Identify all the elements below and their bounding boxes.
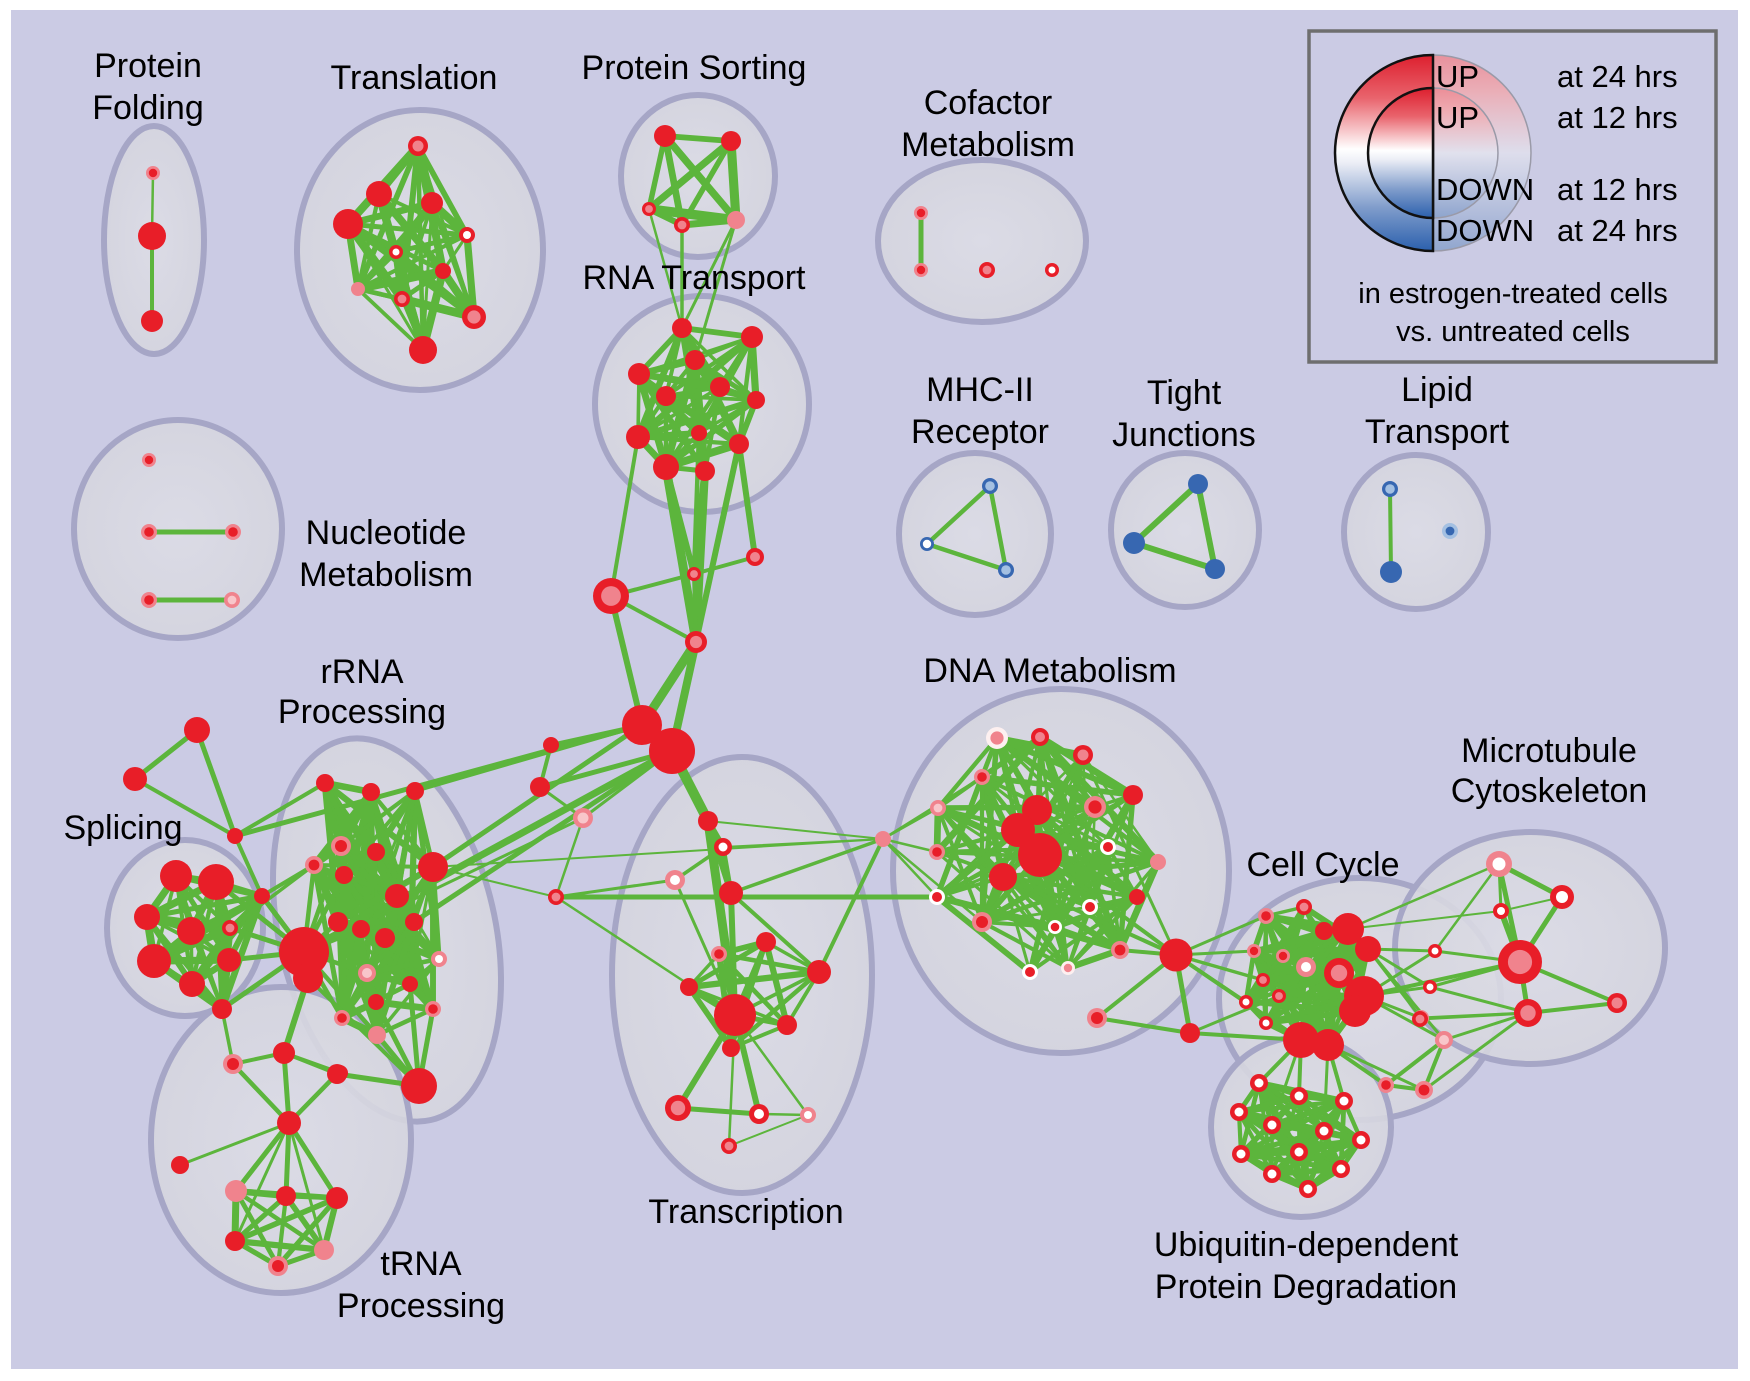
svg-text:tRNA: tRNA (380, 1245, 462, 1283)
svg-text:at 12 hrs: at 12 hrs (1557, 172, 1678, 207)
svg-text:Receptor: Receptor (911, 413, 1049, 451)
svg-text:Transport: Transport (1365, 413, 1510, 451)
svg-text:Junctions: Junctions (1112, 416, 1256, 454)
svg-text:Metabolism: Metabolism (901, 126, 1075, 164)
svg-text:Tight: Tight (1147, 374, 1222, 412)
svg-text:Transcription: Transcription (648, 1193, 843, 1231)
svg-text:DNA Metabolism: DNA Metabolism (923, 652, 1176, 690)
svg-text:UP: UP (1436, 59, 1479, 94)
svg-text:Nucleotide: Nucleotide (306, 514, 467, 552)
svg-text:MHC-II: MHC-II (926, 371, 1034, 409)
svg-text:Processing: Processing (337, 1287, 505, 1325)
svg-text:in estrogen-treated cells: in estrogen-treated cells (1358, 278, 1668, 310)
svg-text:Cell Cycle: Cell Cycle (1246, 846, 1399, 884)
svg-text:Protein Sorting: Protein Sorting (582, 49, 807, 87)
svg-text:Microtubule: Microtubule (1461, 732, 1637, 770)
svg-text:at 24 hrs: at 24 hrs (1557, 213, 1678, 248)
svg-text:Folding: Folding (92, 89, 204, 127)
svg-text:Lipid: Lipid (1401, 371, 1473, 409)
svg-text:at 12 hrs: at 12 hrs (1557, 100, 1678, 135)
svg-text:DOWN: DOWN (1436, 213, 1534, 248)
svg-text:Protein Degradation: Protein Degradation (1155, 1268, 1457, 1306)
svg-text:Processing: Processing (278, 693, 446, 731)
svg-text:Cytoskeleton: Cytoskeleton (1451, 772, 1648, 810)
svg-text:UP: UP (1436, 100, 1479, 135)
svg-text:RNA Transport: RNA Transport (583, 259, 807, 297)
svg-text:vs. untreated cells: vs. untreated cells (1396, 316, 1630, 348)
svg-text:at 24 hrs: at 24 hrs (1557, 59, 1678, 94)
svg-text:Protein: Protein (94, 47, 202, 85)
svg-text:Ubiquitin-dependent: Ubiquitin-dependent (1154, 1226, 1459, 1264)
svg-text:Cofactor: Cofactor (924, 84, 1053, 122)
svg-text:Splicing: Splicing (63, 809, 182, 847)
svg-text:DOWN: DOWN (1436, 172, 1534, 207)
svg-text:rRNA: rRNA (320, 653, 403, 691)
svg-text:Metabolism: Metabolism (299, 556, 473, 594)
svg-text:Translation: Translation (331, 59, 498, 97)
